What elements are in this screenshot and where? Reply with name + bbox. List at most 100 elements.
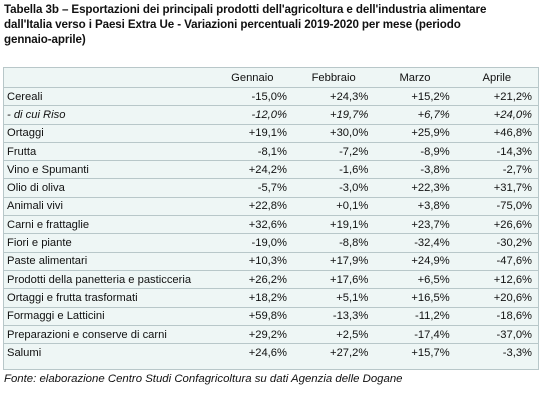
row-value-gennaio: +19,1% [211, 123, 293, 143]
row-value-marzo: -8,9% [374, 141, 456, 161]
table-row: Preparazioni e conserve di carni +29,2% +2… [4, 324, 538, 344]
row-label: Olio di oliva [4, 178, 212, 198]
row-value-febbraio: +19,7% [292, 105, 375, 125]
row-value-febbraio: +17,6% [292, 269, 375, 289]
row-value-aprile: +12,6% [455, 269, 538, 289]
row-label: Prodotti della panetteria e pasticceria [4, 269, 212, 289]
row-value-febbraio: -8,8% [292, 233, 375, 253]
row-value-gennaio: -15,0% [211, 86, 293, 106]
table-row: Frutta -8,1% -7,2% -8,9% -14,3% [4, 141, 538, 161]
row-value-aprile: -14,3% [455, 141, 538, 161]
table-row: Cereali -15,0% +24,3% +15,2% +21,2% [4, 86, 538, 106]
row-label: Ortaggi e frutta trasformati [4, 288, 212, 308]
row-label: Animali vivi [4, 196, 212, 216]
row-value-aprile: -37,0% [455, 324, 538, 344]
table-row: Prodotti della panetteria e pasticceria +… [4, 269, 538, 289]
row-value-gennaio: +59,8% [211, 306, 293, 326]
row-label: - di cui Riso [4, 105, 212, 125]
row-value-aprile: +24,0% [455, 105, 538, 125]
row-value-febbraio: +2,5% [292, 324, 375, 344]
row-value-marzo: +23,7% [374, 215, 456, 234]
header-febbraio: Febbraio [311, 71, 356, 84]
row-label: Paste alimentari [4, 251, 212, 271]
row-value-aprile: +31,7% [455, 178, 538, 198]
row-value-marzo: -3,8% [374, 160, 456, 179]
header-gennaio: Gennaio [231, 71, 274, 84]
table-header-row: Gennaio Febbraio Marzo Aprile [4, 68, 538, 88]
row-value-gennaio: -5,7% [211, 178, 293, 198]
row-value-aprile: +20,6% [455, 288, 538, 308]
row-value-gennaio: +24,6% [211, 343, 293, 362]
row-value-marzo: +3,8% [374, 196, 456, 216]
row-value-marzo: +16,5% [374, 288, 456, 308]
row-value-gennaio: +32,6% [211, 215, 293, 234]
row-value-febbraio: -13,3% [292, 306, 375, 326]
row-value-gennaio: -12,0% [211, 105, 293, 125]
source-note: Fonte: elaborazione Centro Studi Confagr… [4, 373, 403, 385]
row-label: Salumi [4, 343, 212, 362]
table-row: Ortaggi e frutta trasformati +18,2% +5,1% +… [4, 288, 538, 308]
table-row: Vino e Spumanti +24,2% -1,6% -3,8% -2,7% [4, 160, 538, 179]
row-value-gennaio: +29,2% [211, 324, 293, 344]
row-value-febbraio: +5,1% [292, 288, 375, 308]
row-label: Ortaggi [4, 123, 212, 143]
row-label: Vino e Spumanti [4, 160, 212, 179]
row-value-aprile: -75,0% [455, 196, 538, 216]
row-value-marzo: +15,2% [374, 86, 456, 106]
row-value-aprile: +21,2% [455, 86, 538, 106]
row-value-aprile: -30,2% [455, 233, 538, 253]
row-label: Formaggi e Latticini [4, 306, 212, 326]
row-value-aprile: +26,6% [455, 215, 538, 234]
row-value-aprile: -2,7% [455, 160, 538, 179]
table-title: Tabella 3b – Esportazioni dei principali… [4, 2, 544, 47]
row-value-febbraio: +17,9% [292, 251, 375, 271]
table-row: Carni e frattaglie +32,6% +19,1% +23,7% +26,… [4, 215, 538, 234]
header-aprile: Aprile [482, 71, 512, 84]
row-value-marzo: +25,9% [374, 123, 456, 143]
table-row: - di cui Riso -12,0% +19,7% +6,7% +24,0% [4, 105, 538, 125]
row-value-febbraio: +19,1% [292, 215, 375, 234]
export-table: Gennaio Febbraio Marzo Aprile Cereali -15… [4, 68, 538, 362]
row-value-marzo: -32,4% [374, 233, 456, 253]
table-row: Ortaggi +19,1% +30,0% +25,9% +46,8% [4, 123, 538, 143]
row-value-aprile: -47,6% [455, 251, 538, 271]
row-value-marzo: +6,5% [374, 269, 456, 289]
row-value-gennaio: +22,8% [211, 196, 293, 216]
row-value-febbraio: +30,0% [292, 123, 375, 143]
header-marzo: Marzo [399, 71, 431, 84]
row-value-gennaio: -8,1% [211, 141, 293, 161]
row-value-aprile: -18,6% [455, 306, 538, 326]
row-value-marzo: +15,7% [374, 343, 456, 362]
row-value-gennaio: -19,0% [211, 233, 293, 253]
row-value-gennaio: +18,2% [211, 288, 293, 308]
row-value-gennaio: +24,2% [211, 160, 293, 179]
row-value-marzo: +24,9% [374, 251, 456, 271]
table-row: Animali vivi +22,8% +0,1% +3,8% -75,0% [4, 196, 538, 216]
header-product [4, 68, 212, 88]
table-row: Paste alimentari +10,3% +17,9% +24,9% -47,6% [4, 251, 538, 271]
export-table-container: Gennaio Febbraio Marzo Aprile Cereali -15… [3, 67, 539, 370]
table-body: Cereali -15,0% +24,3% +15,2% +21,2% - di cui … [4, 86, 538, 362]
row-value-gennaio: +10,3% [211, 251, 293, 271]
title-line-1: Tabella 3b – Esportazioni dei principali… [4, 3, 487, 16]
table-row: Formaggi e Latticini +59,8% -13,3% -11,2% -1… [4, 306, 538, 326]
title-line-3: gennaio-aprile) [4, 33, 86, 46]
row-value-gennaio: +26,2% [211, 269, 293, 289]
table-row: Olio di oliva -5,7% -3,0% +22,3% +31,7% [4, 178, 538, 198]
title-line-2: dall'Italia verso i Paesi Extra Ue - Var… [4, 18, 461, 31]
row-value-marzo: -17,4% [374, 324, 456, 344]
row-value-marzo: +6,7% [374, 105, 456, 125]
row-label: Fiori e piante [4, 233, 212, 253]
row-value-febbraio: -7,2% [292, 141, 375, 161]
row-value-aprile: +46,8% [455, 123, 538, 143]
row-value-febbraio: +0,1% [292, 196, 375, 216]
row-value-febbraio: -1,6% [292, 160, 375, 179]
row-value-marzo: +22,3% [374, 178, 456, 198]
row-value-febbraio: +24,3% [292, 86, 375, 106]
row-value-marzo: -11,2% [374, 306, 456, 326]
row-value-febbraio: +27,2% [292, 343, 375, 362]
table-row: Salumi +24,6% +27,2% +15,7% -3,3% [4, 343, 538, 362]
row-label: Cereali [4, 86, 212, 106]
row-label: Frutta [4, 141, 212, 161]
row-label: Carni e frattaglie [4, 215, 212, 234]
